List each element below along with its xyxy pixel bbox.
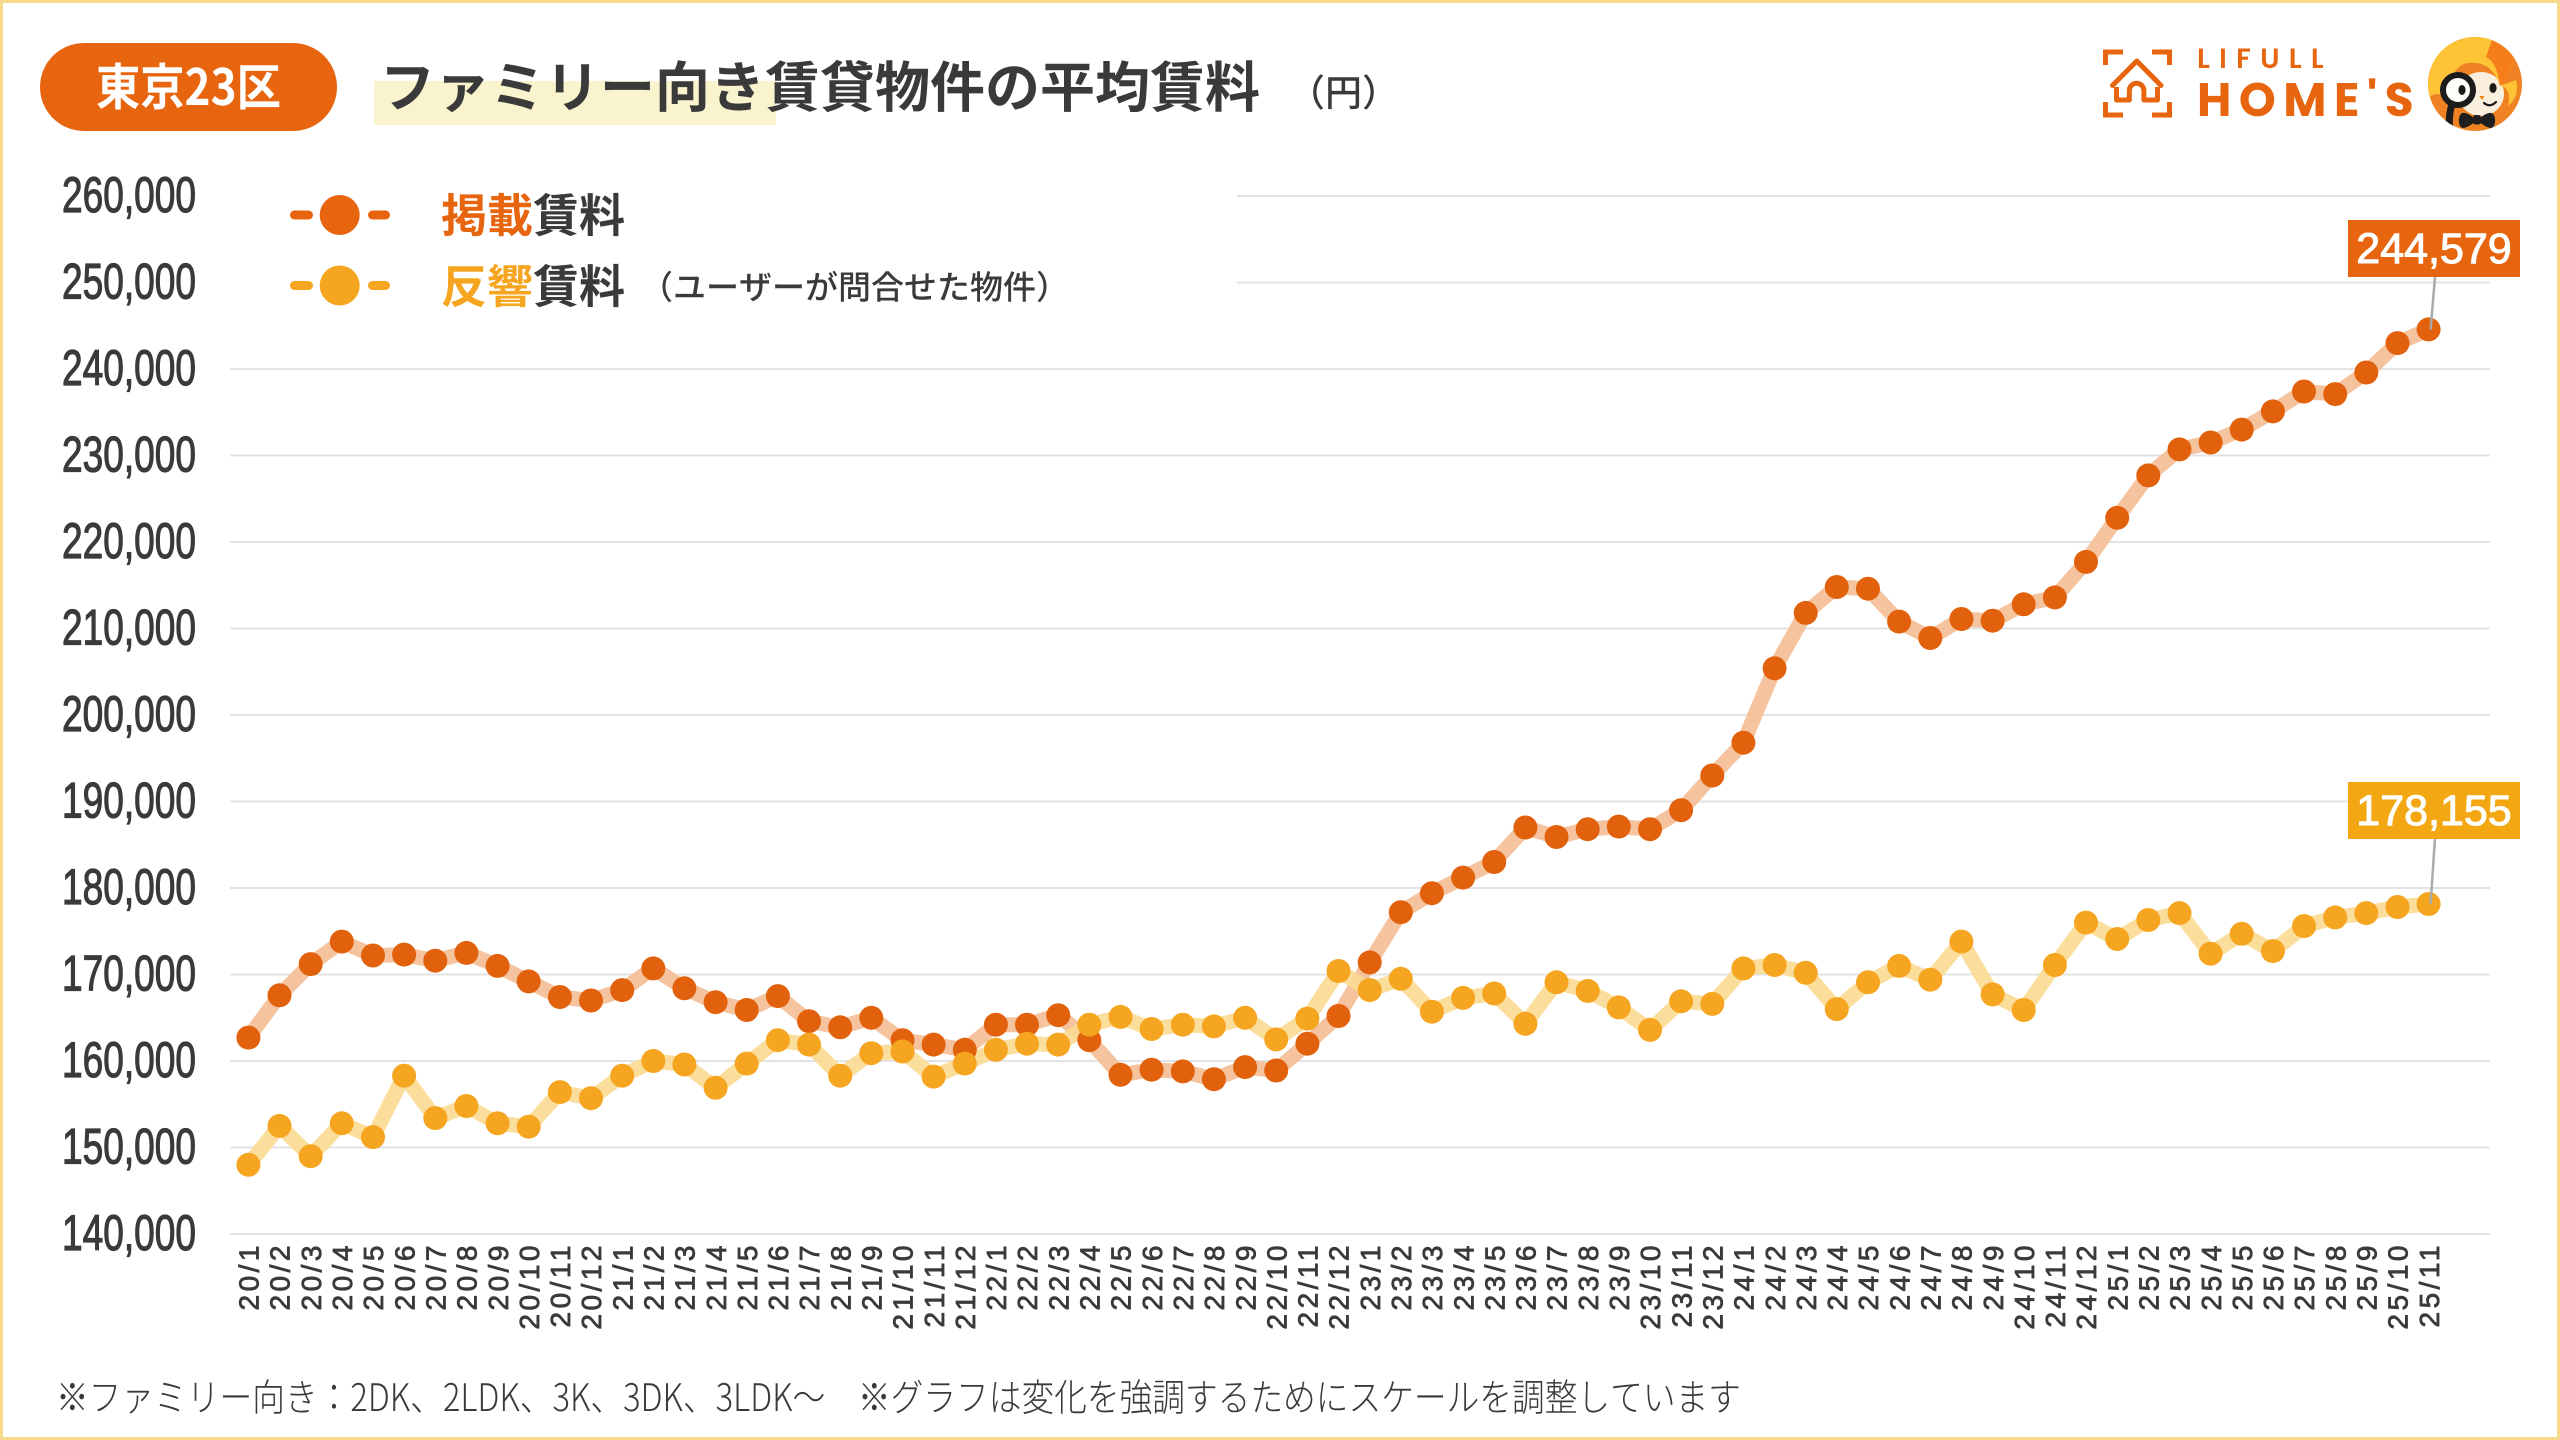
svg-text:25/8: 25/8 [2320,1242,2351,1311]
svg-text:24/6: 24/6 [1884,1242,1915,1311]
svg-text:190,000: 190,000 [62,773,196,829]
svg-text:25/10: 25/10 [2383,1242,2414,1330]
svg-text:25/5: 25/5 [2227,1242,2258,1311]
svg-text:23/2: 23/2 [1386,1242,1417,1311]
svg-text:23/8: 23/8 [1573,1242,1604,1311]
svg-text:22/7: 22/7 [1168,1242,1199,1311]
svg-text:23/12: 23/12 [1698,1242,1729,1330]
svg-text:170,000: 170,000 [62,946,196,1002]
svg-text:21/3: 21/3 [670,1242,701,1311]
svg-text:23/11: 23/11 [1666,1242,1697,1328]
svg-text:25/6: 25/6 [2258,1242,2289,1311]
svg-text:21/8: 21/8 [825,1242,856,1311]
svg-text:22/4: 22/4 [1075,1242,1106,1311]
svg-text:210,000: 210,000 [62,600,196,656]
svg-text:220,000: 220,000 [62,513,196,569]
svg-text:20/12: 20/12 [576,1242,607,1330]
svg-text:24/4: 24/4 [1822,1242,1853,1311]
svg-text:22/6: 22/6 [1137,1242,1168,1311]
svg-text:24/9: 24/9 [1978,1242,2009,1311]
svg-text:25/11: 25/11 [2414,1242,2445,1328]
svg-text:24/10: 24/10 [2009,1242,2040,1330]
svg-text:25/3: 25/3 [2165,1242,2196,1311]
svg-text:23/10: 23/10 [1635,1242,1666,1330]
svg-text:22/12: 22/12 [1324,1242,1355,1330]
svg-text:21/4: 21/4 [701,1242,732,1311]
svg-text:22/2: 22/2 [1012,1242,1043,1311]
svg-text:20/1: 20/1 [234,1242,265,1311]
svg-text:22/5: 22/5 [1106,1242,1137,1311]
svg-text:21/9: 21/9 [857,1242,888,1311]
svg-text:23/3: 23/3 [1417,1242,1448,1311]
svg-text:140,000: 140,000 [62,1205,196,1261]
svg-text:21/1: 21/1 [607,1242,638,1311]
svg-text:20/6: 20/6 [389,1242,420,1311]
svg-text:160,000: 160,000 [62,1032,196,1088]
svg-text:24/1: 24/1 [1729,1242,1760,1311]
svg-text:25/7: 25/7 [2289,1242,2320,1311]
svg-text:150,000: 150,000 [62,1119,196,1175]
svg-text:22/8: 22/8 [1199,1242,1230,1311]
svg-text:21/11: 21/11 [919,1242,950,1328]
svg-text:20/2: 20/2 [265,1242,296,1311]
svg-text:21/6: 21/6 [763,1242,794,1311]
svg-text:20/8: 20/8 [452,1242,483,1311]
svg-text:25/1: 25/1 [2102,1242,2133,1311]
svg-text:22/10: 22/10 [1261,1242,1292,1330]
svg-text:21/12: 21/12 [950,1242,981,1330]
svg-text:22/3: 22/3 [1043,1242,1074,1311]
svg-text:24/5: 24/5 [1853,1242,1884,1311]
svg-text:24/12: 24/12 [2071,1242,2102,1330]
svg-text:260,000: 260,000 [62,167,196,223]
svg-text:244,579: 244,579 [2356,225,2511,273]
svg-text:24/2: 24/2 [1760,1242,1791,1311]
svg-text:21/7: 21/7 [794,1242,825,1311]
svg-text:178,155: 178,155 [2356,787,2511,835]
svg-text:22/1: 22/1 [981,1242,1012,1311]
svg-text:22/11: 22/11 [1293,1242,1324,1328]
svg-text:23/4: 23/4 [1448,1242,1479,1311]
svg-text:180,000: 180,000 [62,859,196,915]
svg-text:23/5: 23/5 [1479,1242,1510,1311]
svg-text:23/6: 23/6 [1511,1242,1542,1311]
svg-text:20/5: 20/5 [358,1242,389,1311]
svg-text:20/7: 20/7 [421,1242,452,1311]
svg-text:20/9: 20/9 [483,1242,514,1311]
svg-text:25/2: 25/2 [2134,1242,2165,1311]
svg-text:250,000: 250,000 [62,254,196,310]
svg-text:23/1: 23/1 [1355,1242,1386,1311]
svg-text:20/10: 20/10 [514,1242,545,1330]
svg-text:24/7: 24/7 [1916,1242,1947,1311]
svg-text:24/3: 24/3 [1791,1242,1822,1311]
svg-text:22/9: 22/9 [1230,1242,1261,1311]
svg-text:200,000: 200,000 [62,686,196,742]
svg-text:21/5: 21/5 [732,1242,763,1311]
svg-text:25/9: 25/9 [2352,1242,2383,1311]
svg-text:21/2: 21/2 [639,1242,670,1311]
svg-text:20/4: 20/4 [327,1242,358,1311]
svg-text:240,000: 240,000 [62,340,196,396]
svg-text:21/10: 21/10 [888,1242,919,1330]
svg-text:20/3: 20/3 [296,1242,327,1311]
svg-text:230,000: 230,000 [62,427,196,483]
svg-text:24/8: 24/8 [1947,1242,1978,1311]
svg-text:20/11: 20/11 [545,1242,576,1328]
svg-text:24/11: 24/11 [2040,1242,2071,1328]
svg-text:23/9: 23/9 [1604,1242,1635,1311]
svg-text:23/7: 23/7 [1542,1242,1573,1311]
svg-text:25/4: 25/4 [2196,1242,2227,1311]
